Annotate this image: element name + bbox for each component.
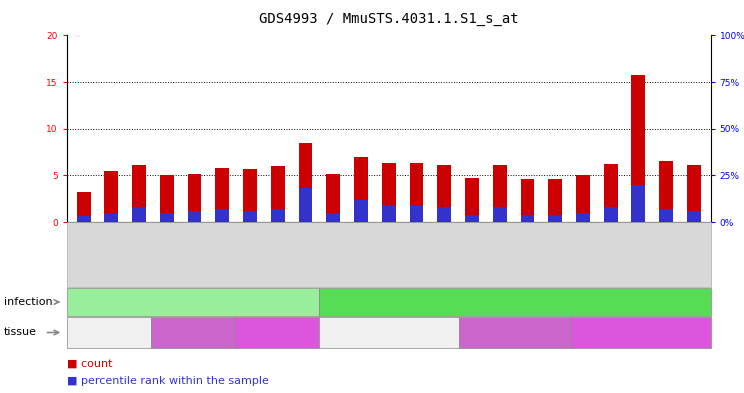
Bar [298,188,312,222]
Bar [104,213,118,222]
Text: ■ percentile rank within the sample: ■ percentile rank within the sample [67,376,269,386]
Bar [493,207,507,222]
Bar [576,175,590,222]
Bar [187,211,202,222]
Bar [104,171,118,222]
Text: jejunum: jejunum [618,327,663,338]
Bar [521,179,534,222]
Bar [632,185,645,222]
Bar [576,213,590,222]
Bar [354,157,368,222]
Text: colon: colon [178,327,208,338]
Bar [77,192,91,222]
Text: GDS4993 / MmuSTS.4031.1.S1_s_at: GDS4993 / MmuSTS.4031.1.S1_s_at [259,12,519,26]
Bar [327,213,340,222]
Text: colon: colon [500,327,530,338]
Text: infection: infection [4,297,52,307]
Bar [187,174,202,222]
Text: ■ count: ■ count [67,358,112,369]
Bar [465,215,479,222]
Bar [687,211,701,222]
Bar [659,162,673,222]
Text: tissue: tissue [4,327,36,338]
Bar [271,209,285,222]
Bar [215,168,229,222]
Text: simian immunodeficiency virus infected: simian immunodeficiency virus infected [403,297,626,307]
Text: lung: lung [97,327,121,338]
Bar [160,213,174,222]
Bar [521,215,534,222]
Bar [354,200,368,222]
Bar [409,205,423,222]
Text: jejunum: jejunum [254,327,300,338]
Bar [409,163,423,222]
Text: lung: lung [376,327,401,338]
Bar [327,174,340,222]
Text: healthy uninfected: healthy uninfected [140,297,246,307]
Bar [632,75,645,222]
Bar [659,209,673,222]
Bar [215,209,229,222]
Bar [132,165,146,222]
Bar [437,165,451,222]
Bar [437,207,451,222]
Bar [243,211,257,222]
Bar [382,163,396,222]
Bar [548,215,562,222]
Bar [687,165,701,222]
Bar [298,143,312,222]
Bar [77,217,91,222]
Bar [132,207,146,222]
Bar [465,178,479,222]
Bar [603,164,618,222]
Bar [493,165,507,222]
Bar [243,169,257,222]
Bar [548,179,562,222]
Bar [603,207,618,222]
Bar [160,175,174,222]
Bar [271,166,285,222]
Bar [382,205,396,222]
